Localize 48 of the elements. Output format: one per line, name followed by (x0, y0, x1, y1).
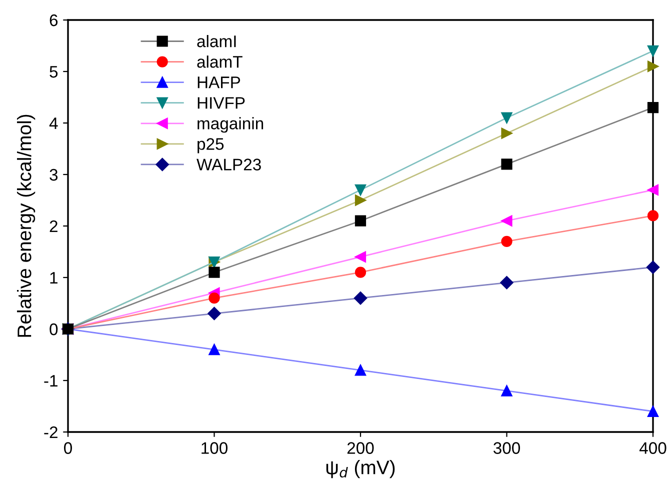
point (354, 194, 366, 206)
point (647, 210, 659, 222)
point (354, 266, 366, 278)
point (501, 158, 512, 170)
point (208, 306, 221, 320)
point (501, 236, 512, 248)
point (354, 364, 366, 376)
point (500, 276, 514, 290)
point (354, 184, 366, 196)
point (501, 385, 512, 396)
point (647, 102, 659, 114)
point (208, 292, 220, 304)
legend-label: alamI (197, 35, 236, 48)
y-tick-label: 2 (50, 220, 58, 232)
point (501, 128, 512, 139)
x-tick-label: 300 (493, 442, 520, 454)
point (354, 292, 368, 305)
point (501, 215, 512, 226)
legend-label: WALP23 (196, 158, 261, 170)
y-tick-label: 1 (50, 272, 58, 284)
legend-label: magainin (198, 117, 264, 133)
x-axis-title: ψ$_{d}$ (mV) (326, 460, 395, 478)
y-tick-label: 6 (50, 14, 58, 26)
point (646, 260, 660, 274)
y-tick-label: 0 (50, 323, 58, 336)
x-tick-label: 400 (639, 442, 666, 454)
point (647, 60, 659, 72)
y-tick-label: -1 (44, 375, 58, 387)
x-tick-label: 0 (64, 442, 72, 454)
x-tick-label: 200 (347, 442, 374, 454)
point (647, 45, 659, 56)
point (501, 112, 512, 124)
y-tick-label: -2 (44, 426, 58, 438)
point (208, 266, 220, 278)
legend-label: p25 (198, 138, 224, 154)
y-axis-title: Relative energy (kcal/mol) (17, 114, 36, 337)
y-tick-label: 5 (50, 66, 58, 78)
point (647, 406, 659, 417)
legend-label: HIVFP (198, 97, 245, 109)
x-tick-label: 100 (202, 442, 228, 454)
point (354, 251, 366, 262)
legend-label: alamT (197, 56, 242, 68)
point (208, 344, 220, 356)
legend-label: HAFP (198, 76, 240, 88)
point (354, 215, 366, 226)
y-tick-label: 3 (50, 168, 58, 181)
point (647, 184, 659, 196)
y-tick-label: 4 (49, 118, 58, 130)
